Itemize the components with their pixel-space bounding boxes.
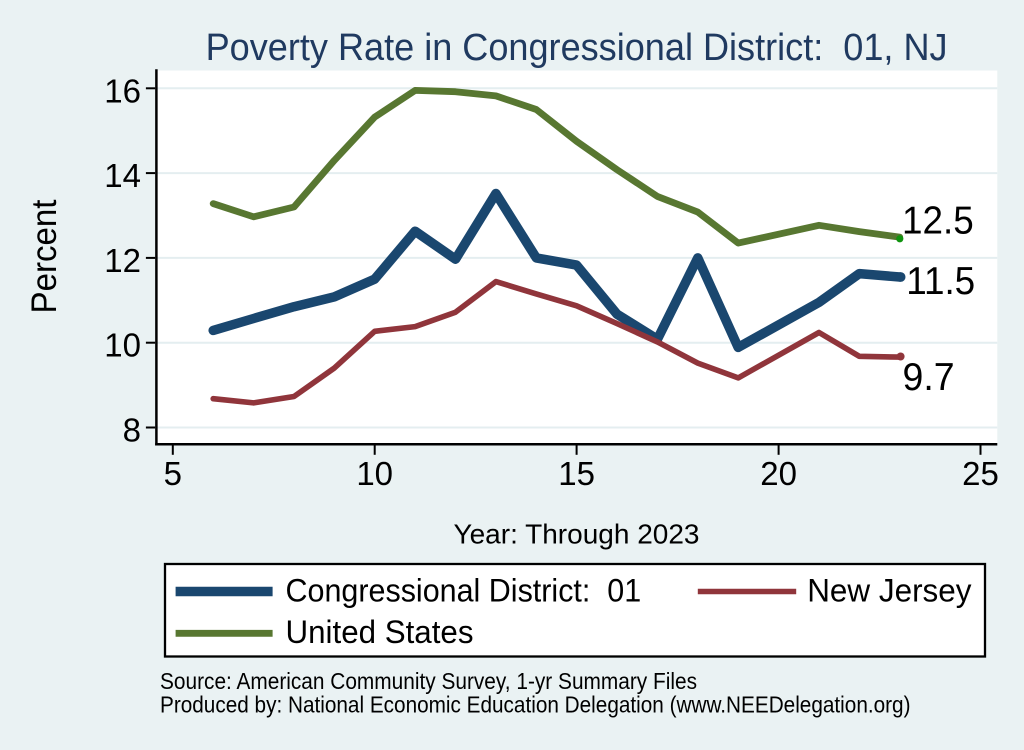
svg-text:9.7: 9.7 xyxy=(903,356,955,399)
svg-text:Poverty Rate in Congressional: Poverty Rate in Congressional District: … xyxy=(206,27,948,69)
svg-text:United States: United States xyxy=(286,614,474,650)
svg-text:8: 8 xyxy=(123,412,141,449)
svg-text:25: 25 xyxy=(962,455,999,492)
svg-text:15: 15 xyxy=(558,455,595,492)
svg-text:16: 16 xyxy=(104,72,141,109)
svg-text:10: 10 xyxy=(104,327,141,364)
svg-text:5: 5 xyxy=(164,455,182,492)
svg-text:20: 20 xyxy=(760,455,797,492)
svg-text:Source: American Community Sur: Source: American Community Survey, 1-yr … xyxy=(160,668,697,694)
svg-text:Produced by: National Economic: Produced by: National Economic Education… xyxy=(160,692,911,718)
svg-text:10: 10 xyxy=(356,455,393,492)
svg-text:11.5: 11.5 xyxy=(906,260,975,303)
svg-text:14: 14 xyxy=(104,157,141,194)
svg-text:New Jersey: New Jersey xyxy=(807,572,971,608)
svg-text:Percent: Percent xyxy=(25,199,64,313)
svg-text:Year: Through 2023: Year: Through 2023 xyxy=(454,519,700,550)
svg-text:Congressional District: 01: Congressional District: 01 xyxy=(286,572,642,608)
svg-text:12: 12 xyxy=(104,242,141,279)
svg-text:12.5: 12.5 xyxy=(902,200,974,243)
